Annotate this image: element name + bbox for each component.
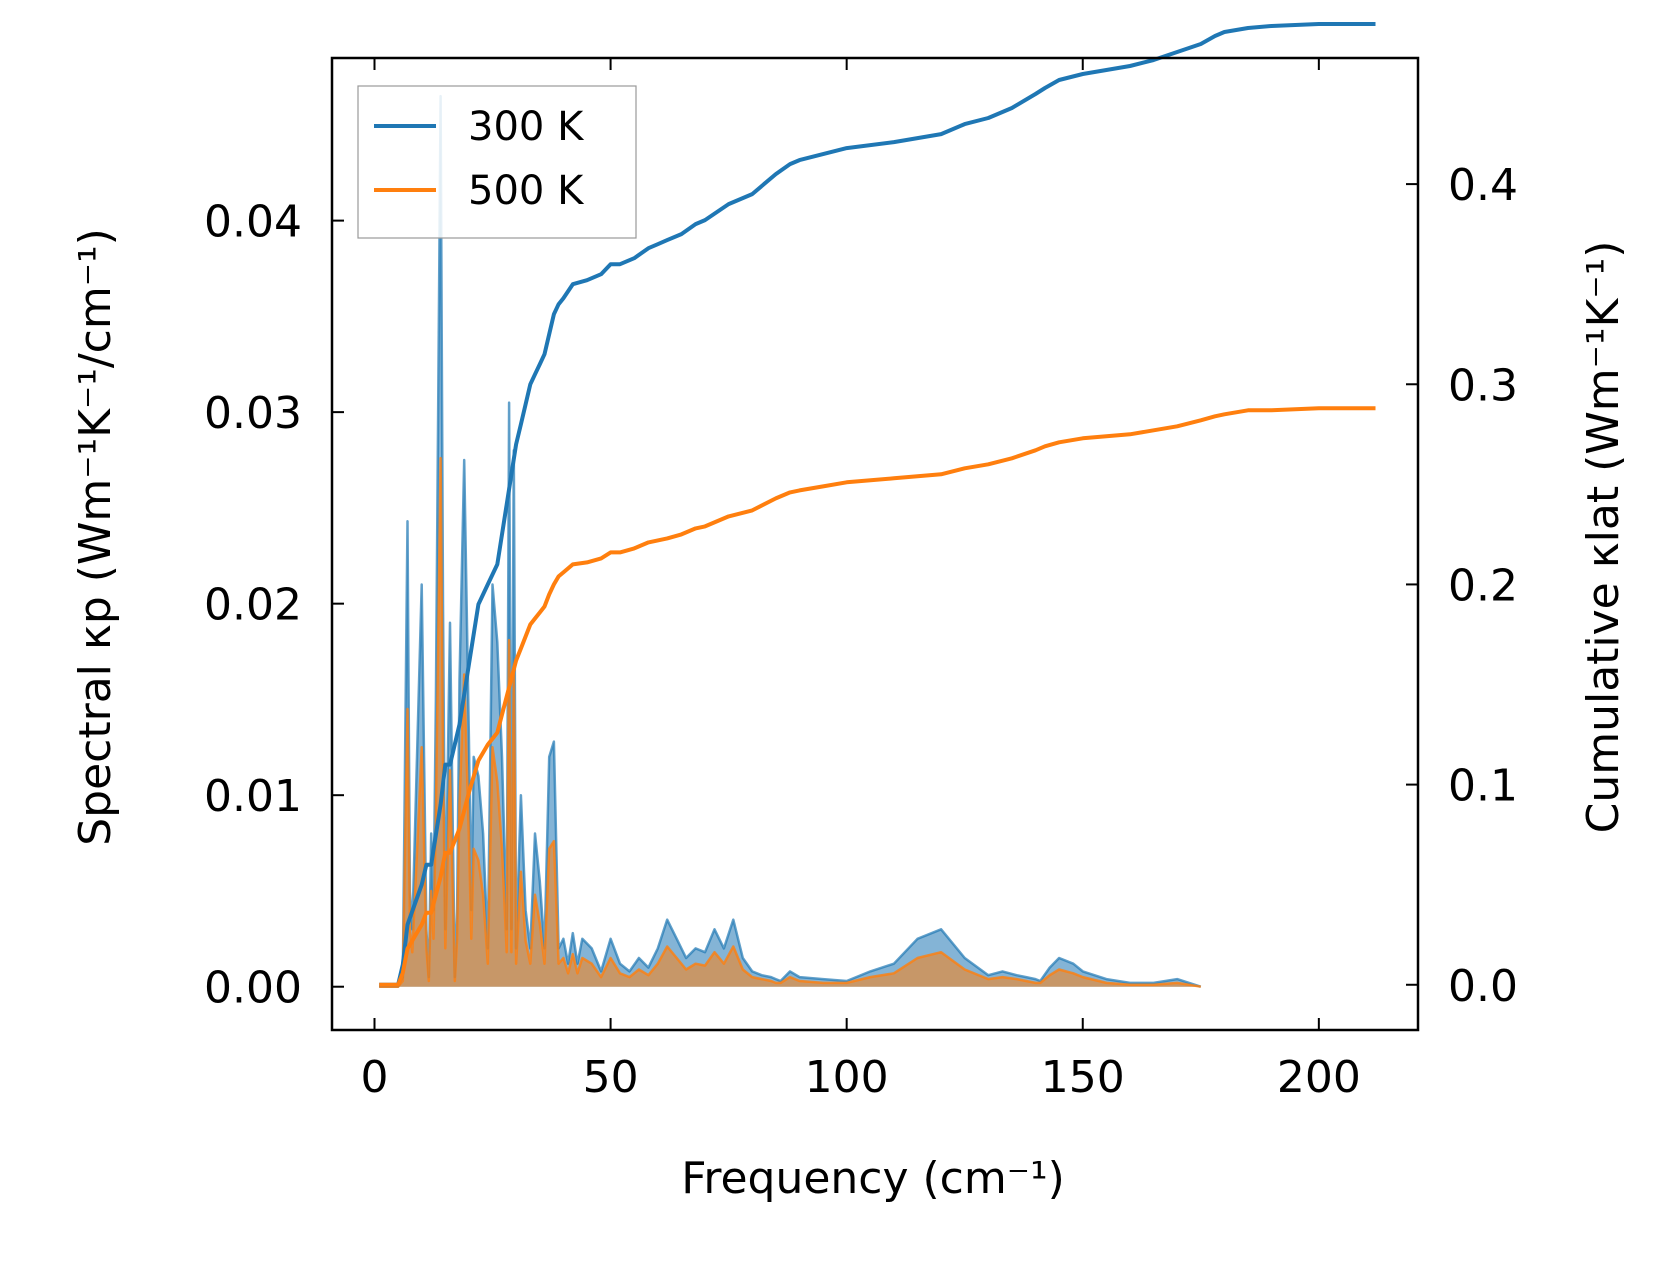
cumulative-line-500k (379, 406, 1376, 987)
spectral-area-500k (379, 458, 1201, 987)
right-y-tick-label: 0.4 (1448, 160, 1518, 211)
left-y-tick-label: 0.00 (204, 963, 302, 1014)
cumulative-line-300k (379, 22, 1376, 987)
right-y-tick-label: 0.2 (1448, 560, 1518, 611)
right-y-tick-label: 0.0 (1448, 961, 1518, 1012)
left-y-axis-title: Spectral κp (Wm⁻¹K⁻¹/cm⁻¹) (70, 228, 121, 846)
spectral-line-300k (379, 94, 1202, 988)
legend-label-500k: 500 K (468, 168, 585, 214)
axes-layer: 0 50 100 150 200 0.00 0.01 0.02 0.03 0.04 0.0 0.1 0.… (204, 56, 1518, 1103)
right-y-axis-title: Cumulative κlat (Wm⁻¹K⁻¹) (1578, 241, 1629, 834)
legend-frame (357, 85, 637, 239)
x-axis-title: Frequency (cm⁻¹) (681, 1153, 1065, 1204)
plot-layer (379, 22, 1376, 988)
left-y-tick-label: 0.02 (204, 580, 302, 631)
x-tick-label: 200 (1277, 1052, 1361, 1103)
legend: 300 K 500 K (357, 85, 637, 239)
plot-frame (330, 56, 1420, 1032)
left-y-tick-label: 0.03 (204, 388, 302, 439)
x-tick-label: 0 (360, 1052, 388, 1103)
left-y-tick-label: 0.01 (204, 771, 302, 822)
right-y-tick-label: 0.1 (1448, 761, 1518, 812)
x-tick-label: 100 (805, 1052, 889, 1103)
spectral-line-500k (379, 456, 1201, 988)
x-tick-label: 50 (583, 1052, 639, 1103)
left-y-tick-label: 0.04 (204, 197, 302, 248)
right-y-tick-label: 0.3 (1448, 360, 1518, 411)
legend-label-300k: 300 K (468, 104, 585, 150)
x-tick-label: 150 (1041, 1052, 1125, 1103)
